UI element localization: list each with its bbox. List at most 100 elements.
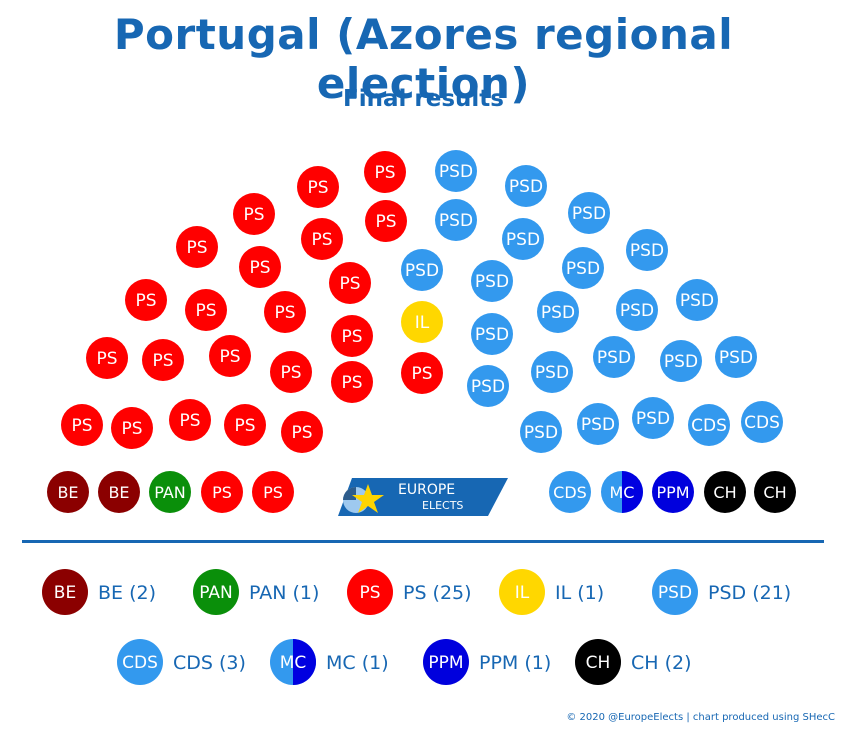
legend-swatch: CH: [575, 639, 621, 685]
seat-psd: PSD: [537, 291, 579, 333]
seat-label: CDS: [553, 483, 587, 502]
legend-label: CH (2): [631, 652, 692, 674]
seat-ps: PS: [264, 291, 306, 333]
seat-ps: PS: [297, 166, 339, 208]
legend-swatch: BE: [42, 569, 88, 615]
seat-ps: PS: [233, 193, 275, 235]
seat-cds: CDS: [741, 401, 783, 443]
seat-label: PSD: [581, 415, 615, 435]
seat-mc: MC: [601, 471, 643, 513]
legend-swatch: PS: [347, 569, 393, 615]
seat-psd: PSD: [471, 313, 513, 355]
seat-label: CH: [713, 483, 736, 502]
seat-psd: PSD: [435, 199, 477, 241]
seat-psd: PSD: [593, 336, 635, 378]
seat-ps: PS: [125, 279, 167, 321]
legend-item-ch: CH CH (2): [575, 639, 692, 685]
seat-psd: PSD: [626, 229, 668, 271]
seat-ps: PS: [365, 200, 407, 242]
seat-psd: PSD: [467, 365, 509, 407]
seat-label: PS: [411, 364, 432, 384]
seat-ps: PS: [301, 218, 343, 260]
seat-label: PPM: [428, 653, 463, 673]
seat-ps: PS: [86, 337, 128, 379]
seat-label: PSD: [664, 352, 698, 372]
legend-item-cds: CDS CDS (3): [117, 639, 246, 685]
seat-label: MC: [610, 483, 635, 502]
seat-label: PSD: [439, 162, 473, 182]
legend-label: CDS (3): [173, 652, 246, 674]
seat-ps: PS: [185, 289, 227, 331]
seat-label: MC: [280, 653, 307, 673]
seat-label: PS: [219, 347, 240, 367]
seat-psd: PSD: [577, 403, 619, 445]
legend-item-be: BE BE (2): [42, 569, 156, 615]
legend-swatch: MC: [270, 639, 316, 685]
seat-label: PSD: [658, 583, 692, 603]
seat-label: PS: [212, 483, 232, 502]
seat-ch: CH: [754, 471, 796, 513]
seat-label: PS: [195, 301, 216, 321]
seat-psd: PSD: [401, 249, 443, 291]
seat-ppm: PPM: [652, 471, 694, 513]
logo-line-2: ELECTS: [422, 499, 463, 512]
seat-label: PSD: [620, 301, 654, 321]
seat-psd: PSD: [502, 218, 544, 260]
seat-label: PS: [375, 212, 396, 232]
legend-label: MC (1): [326, 652, 389, 674]
seat-label: PS: [243, 205, 264, 225]
seat-label: PS: [311, 230, 332, 250]
legend-label: PS (25): [403, 582, 472, 604]
seat-label: PS: [186, 238, 207, 258]
seat-ps: PS: [239, 246, 281, 288]
seat-label: CDS: [691, 416, 727, 436]
legend-swatch: PSD: [652, 569, 698, 615]
chart-subtitle: Final results: [343, 86, 504, 112]
seat-ps: PS: [209, 335, 251, 377]
legend-swatch: CDS: [117, 639, 163, 685]
seat-label: PSD: [680, 291, 714, 311]
seat-label: PS: [359, 583, 380, 603]
seat-label: PS: [339, 274, 360, 294]
seat-ps: PS: [364, 151, 406, 193]
seat-label: PS: [121, 419, 142, 439]
seat-label: PSD: [475, 325, 509, 345]
legend-swatch: IL: [499, 569, 545, 615]
seat-ps: PS: [142, 339, 184, 381]
legend-item-il: IL IL (1): [499, 569, 604, 615]
seat-label: IL: [515, 583, 530, 603]
europe-elects-logo: EUROPE ELECTS: [338, 478, 508, 516]
seat-ps: PS: [270, 351, 312, 393]
seat-ps: PS: [252, 471, 294, 513]
seat-label: PS: [263, 483, 283, 502]
seat-ps: PS: [331, 361, 373, 403]
seat-label: BE: [54, 583, 76, 603]
seat-ps: PS: [224, 404, 266, 446]
seat-psd: PSD: [562, 247, 604, 289]
seat-label: PS: [152, 351, 173, 371]
seat-ps: PS: [169, 399, 211, 441]
seat-psd: PSD: [435, 150, 477, 192]
legend-item-ppm: PPM PPM (1): [423, 639, 551, 685]
seat-be: BE: [47, 471, 89, 513]
seat-psd: PSD: [531, 351, 573, 393]
seat-label: PS: [71, 416, 92, 436]
seat-label: CH: [586, 653, 611, 673]
seat-label: PSD: [566, 259, 600, 279]
seat-label: PSD: [475, 272, 509, 292]
seat-label: PSD: [597, 348, 631, 368]
seat-label: PSD: [509, 177, 543, 197]
seat-psd: PSD: [715, 336, 757, 378]
seat-label: PS: [274, 303, 295, 323]
seat-ps: PS: [331, 315, 373, 357]
legend-item-psd: PSD PSD (21): [652, 569, 791, 615]
seat-ps: PS: [401, 352, 443, 394]
legend-label: PSD (21): [708, 582, 791, 604]
seat-label: PS: [179, 411, 200, 431]
seat-label: IL: [415, 313, 430, 333]
seat-ch: CH: [704, 471, 746, 513]
seat-psd: PSD: [660, 340, 702, 382]
seat-label: PS: [291, 423, 312, 443]
seat-label: PSD: [439, 211, 473, 231]
seat-label: CDS: [744, 413, 780, 433]
